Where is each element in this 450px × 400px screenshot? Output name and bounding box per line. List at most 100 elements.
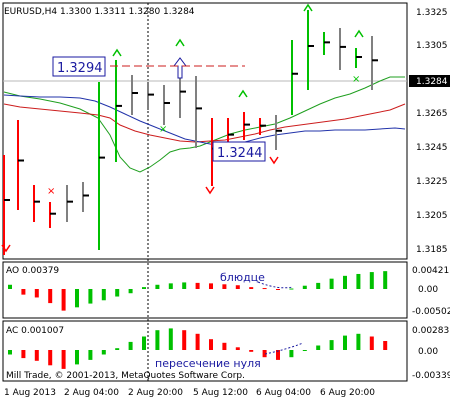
histogram-bar	[21, 350, 26, 359]
price-axis: 1.3325 1.3305 1.3265 1.3245 1.3225 1.320…	[416, 8, 448, 255]
histogram-bar	[101, 350, 106, 355]
histogram-bar	[34, 350, 39, 361]
histogram-bar	[235, 285, 240, 289]
histogram-bar	[34, 289, 39, 298]
histogram-bar	[182, 330, 187, 350]
fractal-up-marker	[112, 48, 122, 57]
ma-mid-line	[3, 103, 406, 143]
histogram-bar	[168, 283, 173, 289]
date-tick: 6 Aug 04:00	[256, 388, 311, 398]
histogram-bar	[75, 350, 79, 365]
histogram-bar	[115, 289, 120, 297]
ac-scale: 0.00	[418, 347, 438, 357]
histogram-bar	[235, 347, 240, 350]
histogram-bar	[262, 350, 267, 358]
histogram-bar	[209, 339, 213, 350]
signal-cross-marker: ×	[159, 124, 167, 135]
fractal-up-marker	[303, 3, 313, 12]
level-box-left	[52, 56, 106, 77]
fractal-down-marker	[1, 244, 11, 253]
histogram-bar	[128, 341, 133, 350]
histogram-bar	[289, 288, 294, 290]
price-bars	[3, 10, 378, 255]
histogram-bar	[222, 342, 227, 350]
signal-cross-marker: ×	[47, 186, 55, 197]
histogram-bar	[61, 350, 66, 369]
histogram-bar	[262, 288, 267, 290]
histogram-bar	[128, 289, 133, 294]
histogram-bar	[155, 284, 160, 289]
main-panel	[2, 2, 408, 260]
histogram-bar	[369, 336, 374, 350]
date-tick: 2 Aug 04:00	[64, 388, 119, 398]
price-tick: 1.3185	[416, 245, 448, 255]
ac-annotation: пересечение нуля	[155, 357, 261, 370]
price-tick: 1.3245	[416, 143, 448, 153]
histogram-bar	[329, 340, 334, 350]
histogram-bar	[289, 350, 294, 358]
histogram-bar	[316, 282, 321, 289]
histogram-bar	[142, 287, 146, 289]
fractal-down-marker	[269, 156, 279, 165]
ao-scale: -0.00502	[412, 307, 450, 317]
histogram-bar	[48, 289, 53, 304]
fractal-down-marker	[205, 186, 215, 195]
histogram-bar	[316, 345, 321, 350]
histogram-bar	[343, 275, 347, 289]
price-tick: 1.3205	[416, 211, 448, 221]
histogram-bar	[383, 271, 388, 289]
price-tick: 1.3265	[416, 109, 448, 119]
histogram-bar	[383, 341, 388, 350]
ac-histogram	[8, 328, 388, 369]
ac-scale: 0.002831	[412, 326, 450, 336]
date-tick: 2 Aug 20:00	[128, 388, 183, 398]
price-tick: 1.3305	[416, 41, 448, 51]
ao-scale: 0.00	[418, 285, 438, 295]
ac-annotation-pointer	[264, 342, 304, 355]
ao-histogram	[8, 271, 388, 311]
histogram-bar	[21, 289, 26, 295]
histogram-bar	[195, 282, 200, 289]
histogram-bar	[343, 335, 347, 350]
level-box-right-label: 1.3244	[217, 146, 263, 161]
ao-scale: 0.00421	[412, 266, 449, 276]
date-tick: 6 Aug 20:00	[320, 388, 375, 398]
ac-title: AC 0.001007	[6, 326, 64, 336]
ac-panel	[2, 320, 408, 382]
fractal-up-marker	[175, 38, 185, 47]
price-tick: 1.3325	[416, 8, 448, 18]
ao-annotation-pointer	[257, 281, 294, 289]
ao-panel	[2, 261, 408, 319]
histogram-bar	[209, 283, 213, 289]
histogram-bar	[276, 350, 280, 360]
level-box-right	[212, 141, 266, 162]
ao-title: AO 0.00379	[6, 266, 59, 276]
histogram-bar	[276, 289, 280, 290]
histogram-bar	[195, 333, 200, 350]
current-price-box	[409, 75, 450, 87]
fractal-up-marker	[238, 89, 248, 98]
histogram-bar	[249, 350, 254, 352]
histogram-bar	[369, 272, 374, 289]
date-tick: 5 Aug 12:00	[193, 388, 248, 398]
histogram-bar	[302, 285, 307, 289]
histogram-bar	[302, 350, 307, 351]
histogram-bar	[101, 289, 106, 301]
histogram-bar	[155, 330, 160, 350]
histogram-bar	[222, 284, 227, 289]
ac-scale: -0.00339	[412, 371, 450, 381]
price-tick: 1.3225	[416, 177, 448, 187]
histogram-bar	[8, 284, 12, 289]
signal-cross-marker: ×	[352, 74, 360, 85]
histogram-bar	[142, 336, 146, 350]
chart-title: EURUSD,H4 1.3300 1.3311 1.3280 1.3284	[4, 7, 195, 17]
histogram-bar	[8, 350, 12, 355]
histogram-bar	[115, 348, 120, 350]
histogram-bar	[75, 289, 79, 308]
histogram-bar	[88, 289, 93, 304]
date-axis: 1 Aug 2013 2 Aug 04:00 2 Aug 20:00 5 Aug…	[4, 388, 375, 398]
histogram-bar	[182, 282, 187, 289]
level-box-left-label: 1.3294	[57, 61, 103, 76]
histogram-bar	[88, 350, 93, 360]
